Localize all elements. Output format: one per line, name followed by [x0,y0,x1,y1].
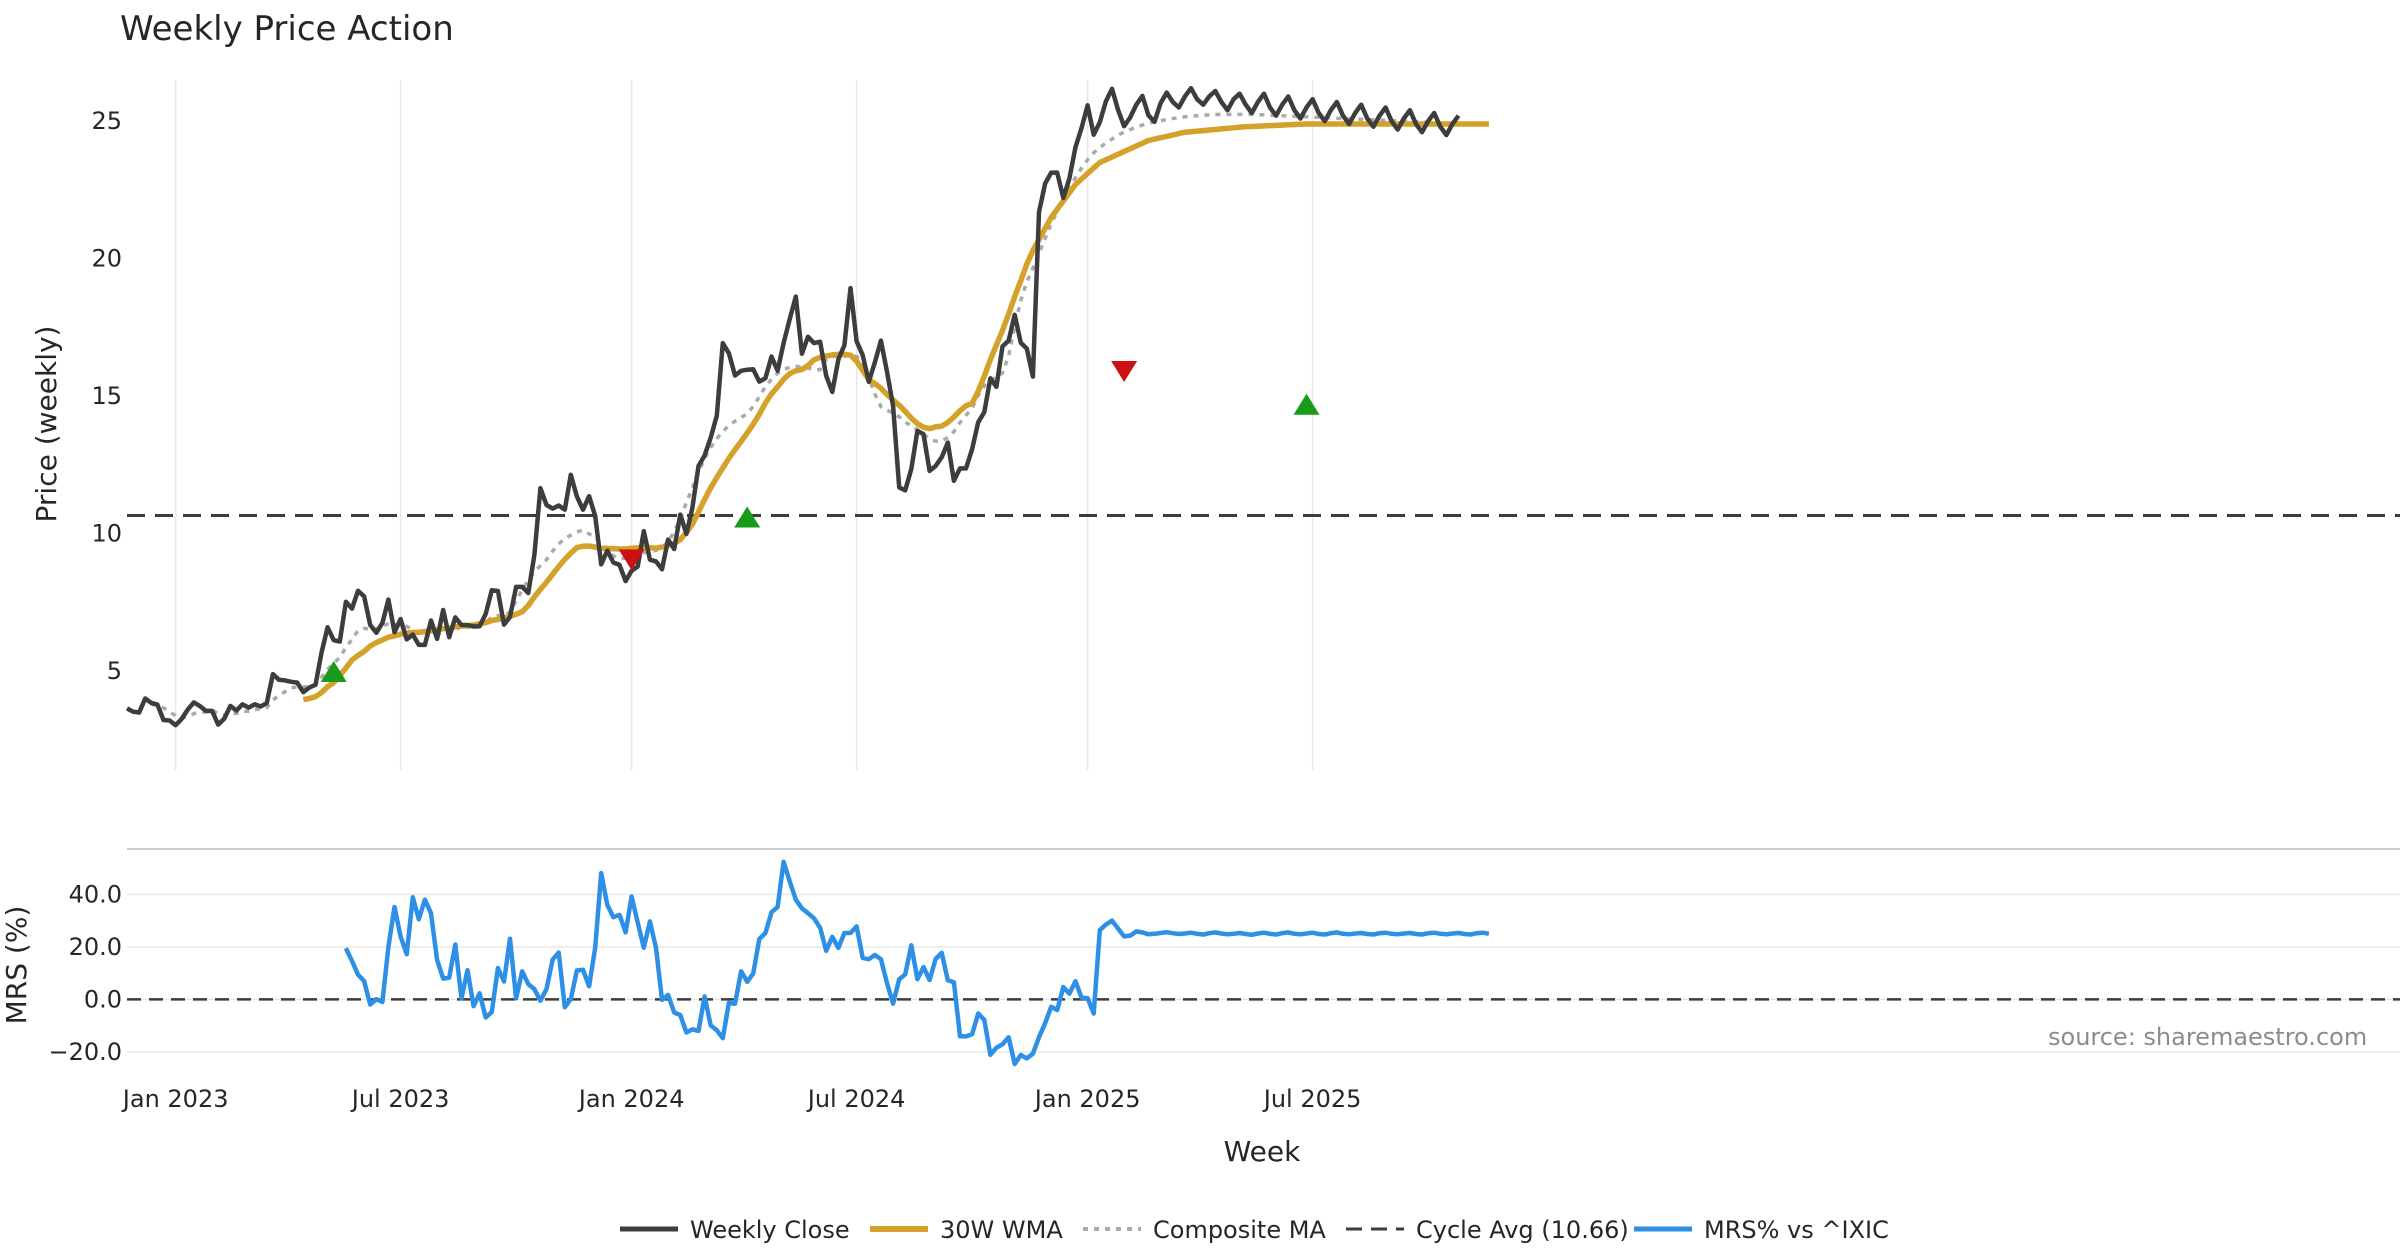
mrs-line [343,859,1490,1067]
price-y-tick-label: 10 [91,520,122,548]
composite-ma-line [150,112,1471,720]
legend-label: Weekly Close [690,1216,850,1244]
price-grid [174,80,1314,770]
x-tick-label: Jul 2024 [806,1085,906,1113]
buy-signal-marker [320,660,347,682]
sell-signal-marker [618,549,645,571]
x-axis-label: Week [1224,1135,1301,1168]
legend-label: Cycle Avg (10.66) [1416,1216,1629,1244]
legend: Weekly Close 30W WMA Composite MA Cycle Avg… [620,1216,1889,1244]
sell-signal-marker [1111,361,1138,383]
price-y-tick-label: 20 [91,245,122,273]
x-tick-label: Jul 2025 [1262,1085,1362,1113]
mrs-y-label: MRS (%) [0,906,33,1025]
mrs-y-tick-label: −20.0 [48,1038,122,1066]
buy-signal-marker [1293,393,1320,415]
mrs-y-tick-label: 40.0 [69,880,122,908]
x-tick-label: Jul 2023 [350,1085,450,1113]
mrs-y-tick-label: 0.0 [84,985,122,1013]
source-note: source: sharemaestro.com [2048,1023,2367,1051]
legend-label: MRS% vs ^IXIC [1704,1216,1889,1244]
price-y-tick-label: 25 [91,107,122,135]
legend-label: Composite MA [1153,1216,1326,1244]
price-y-tick-label: 15 [91,382,122,410]
legend-label: 30W WMA [940,1216,1063,1244]
price-y-ticks: 5 10 15 20 25 [91,107,122,685]
x-tick-label: Jan 2023 [121,1085,229,1113]
weekly-close-line [125,85,1461,728]
signal-markers [320,361,1320,682]
x-ticks: Jan 2023 Jul 2023 Jan 2024 Jul 2024 Jan 2025… [121,1085,1362,1113]
mrs-y-ticks: 40.0 20.0 0.0 −20.0 [48,880,122,1066]
price-y-label: Price (weekly) [30,326,63,523]
x-tick-label: Jan 2025 [1033,1085,1141,1113]
chart-title: Weekly Price Action [120,9,454,49]
x-tick-label: Jan 2024 [577,1085,685,1113]
price-y-tick-label: 5 [107,657,122,685]
mrs-y-tick-label: 20.0 [69,933,122,961]
buy-signal-marker [734,506,761,528]
